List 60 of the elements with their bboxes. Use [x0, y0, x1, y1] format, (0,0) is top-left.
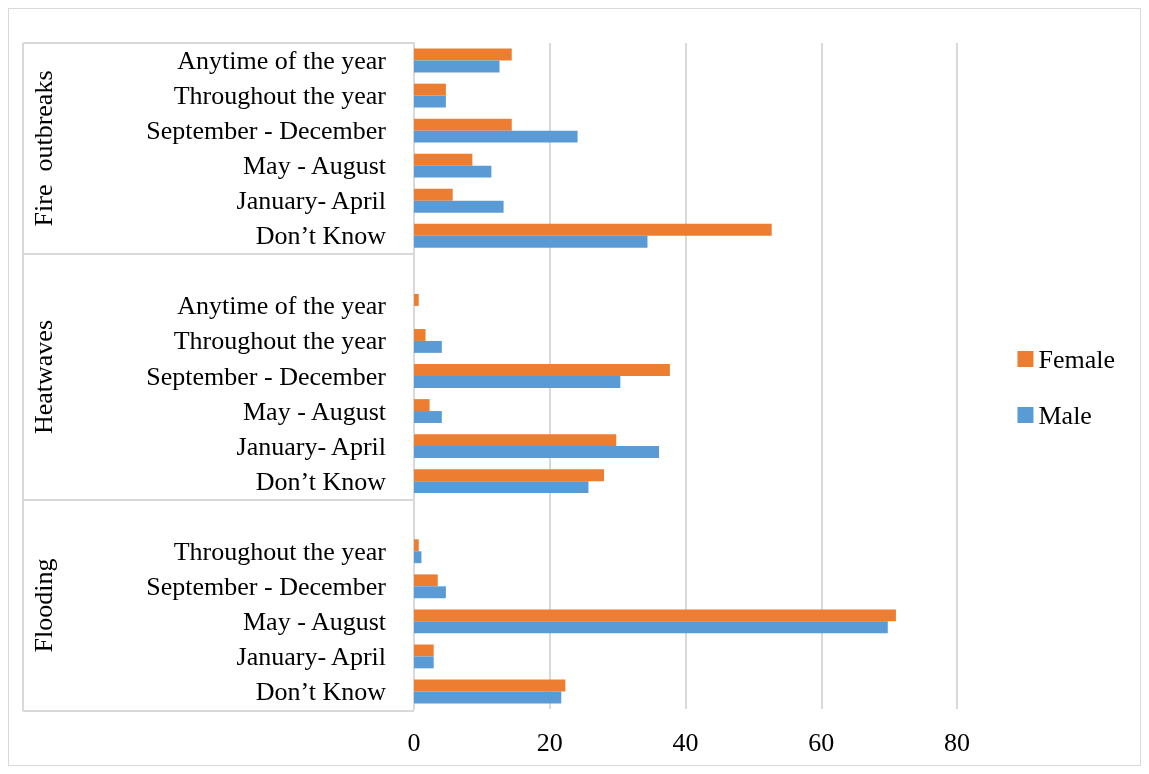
y-tick-label: January- April: [236, 641, 386, 671]
bar: [414, 165, 492, 178]
bar: [414, 691, 562, 704]
bar: [414, 469, 605, 482]
legend-label: Male: [1038, 400, 1092, 430]
text: Fire outbreaks: [28, 70, 58, 227]
bar: [414, 83, 446, 96]
bar: [414, 329, 426, 341]
text: Flooding: [28, 558, 58, 653]
y-tick-label: May - August: [243, 606, 387, 636]
x-tick-label: 60: [808, 727, 835, 757]
bar: [414, 574, 438, 587]
bar: [414, 223, 772, 236]
y-tick-label: Don’t Know: [255, 221, 387, 251]
bar: [414, 679, 566, 692]
y-tick-label: September - December: [146, 116, 387, 146]
legend-label: Female: [1038, 344, 1115, 374]
y-tick-label: September - December: [146, 361, 387, 391]
x-tick-label: 20: [536, 727, 563, 757]
y-tick-label: Don’t Know: [255, 466, 387, 496]
bar: [414, 551, 422, 564]
bar: [414, 118, 512, 131]
x-tick-label: 40: [672, 727, 699, 757]
bar: [414, 130, 578, 143]
bar: [414, 364, 670, 376]
bar: [414, 609, 896, 622]
bar: [414, 411, 442, 423]
bar: [414, 340, 442, 353]
bar: [414, 188, 453, 201]
bar: [414, 656, 434, 669]
y-tick-label: Throughout the year: [173, 81, 387, 111]
x-tick-label: 80: [944, 727, 970, 757]
y-tick-label: January- April: [236, 431, 386, 461]
bar: [414, 95, 446, 108]
bar: [414, 586, 446, 599]
bar: [414, 200, 504, 213]
bar: [414, 644, 434, 657]
bar: [414, 399, 430, 412]
text: Heatwaves: [28, 319, 58, 435]
bar: [414, 434, 617, 447]
y-tick-label: May - August: [243, 151, 387, 181]
y-tick-label: Throughout the year: [173, 536, 387, 566]
y-tick-label: Anytime of the year: [177, 46, 387, 76]
bar: [414, 446, 660, 459]
bar: [414, 235, 648, 248]
bar: [414, 376, 621, 388]
bar: [414, 60, 500, 73]
bar: [414, 293, 419, 306]
bar: [414, 481, 589, 494]
y-tick-label: Anytime of the year: [177, 291, 387, 321]
bar: [414, 153, 473, 166]
x-tick-label: 0: [407, 727, 421, 757]
bar: [414, 539, 419, 552]
y-tick-label: January- April: [236, 186, 386, 216]
bar: [414, 48, 512, 61]
y-tick-label: Don’t Know: [255, 676, 387, 706]
y-tick-label: May - August: [243, 396, 387, 426]
y-tick-label: Throughout the year: [173, 326, 387, 356]
bar: [414, 621, 888, 634]
y-tick-label: September - December: [146, 571, 387, 601]
